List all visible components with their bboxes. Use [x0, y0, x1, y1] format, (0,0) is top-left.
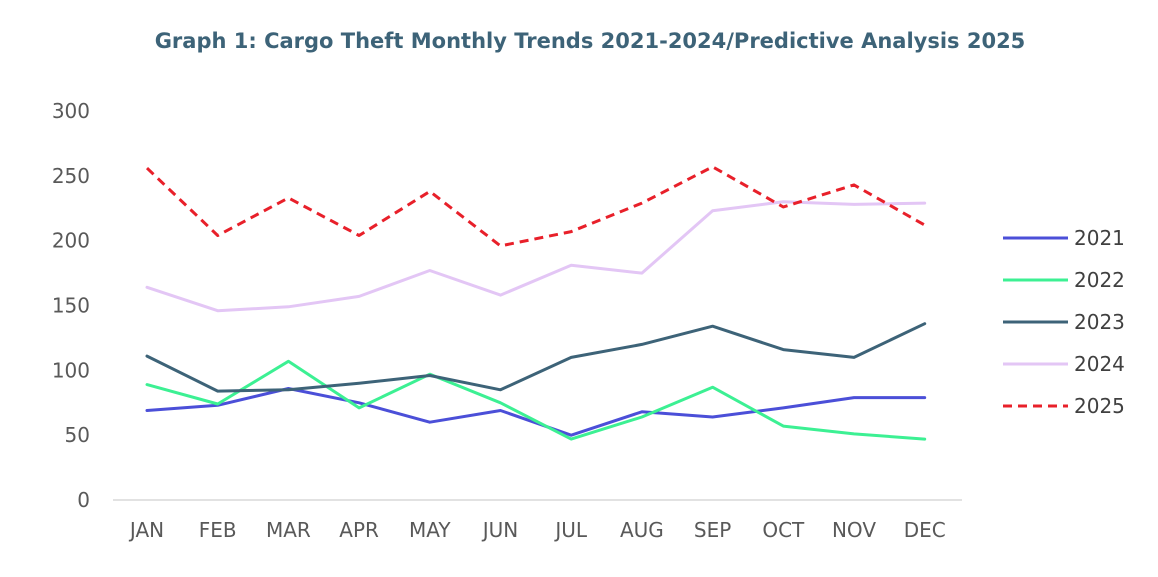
legend-label-2025: 2025	[1074, 394, 1125, 418]
legend-label-2023: 2023	[1074, 310, 1125, 334]
y-axis-ticks: 0 50 100 150 200 250 300	[52, 99, 90, 512]
y-tick-label: 200	[52, 229, 90, 253]
x-tick-label: AUG	[620, 518, 664, 542]
legend-label-2024: 2024	[1074, 352, 1125, 376]
y-tick-label: 250	[52, 164, 90, 188]
series-line-2024	[145, 200, 927, 313]
y-tick-label: 100	[52, 358, 90, 382]
y-tick-label: 50	[65, 423, 90, 447]
series-line-2025	[145, 165, 926, 248]
legend-label-2021: 2021	[1074, 226, 1125, 250]
series-line-2022	[145, 359, 927, 441]
series-lines	[145, 165, 927, 441]
x-tick-label: DEC	[904, 518, 946, 542]
y-tick-label: 0	[77, 488, 90, 512]
x-tick-label: FEB	[199, 518, 237, 542]
x-tick-label: APR	[339, 518, 379, 542]
x-tick-label: NOV	[832, 518, 876, 542]
x-tick-label: MAR	[266, 518, 311, 542]
legend: 2021 2022 2023 2024 2025	[1003, 226, 1125, 418]
x-tick-label: JUN	[481, 518, 519, 542]
x-axis-ticks: JAN FEB MAR APR MAY JUN JUL AUG SEP OCT NOV DEC	[128, 518, 946, 542]
x-tick-label: SEP	[694, 518, 731, 542]
y-tick-label: 150	[52, 294, 90, 318]
series-line-2023	[145, 322, 927, 393]
x-tick-label: JUL	[553, 518, 588, 542]
x-tick-label: MAY	[409, 518, 451, 542]
x-tick-label: OCT	[762, 518, 805, 542]
y-tick-label: 300	[52, 99, 90, 123]
chart-title: Graph 1: Cargo Theft Monthly Trends 2021…	[155, 29, 1026, 53]
x-tick-label: JAN	[128, 518, 164, 542]
legend-label-2022: 2022	[1074, 268, 1125, 292]
